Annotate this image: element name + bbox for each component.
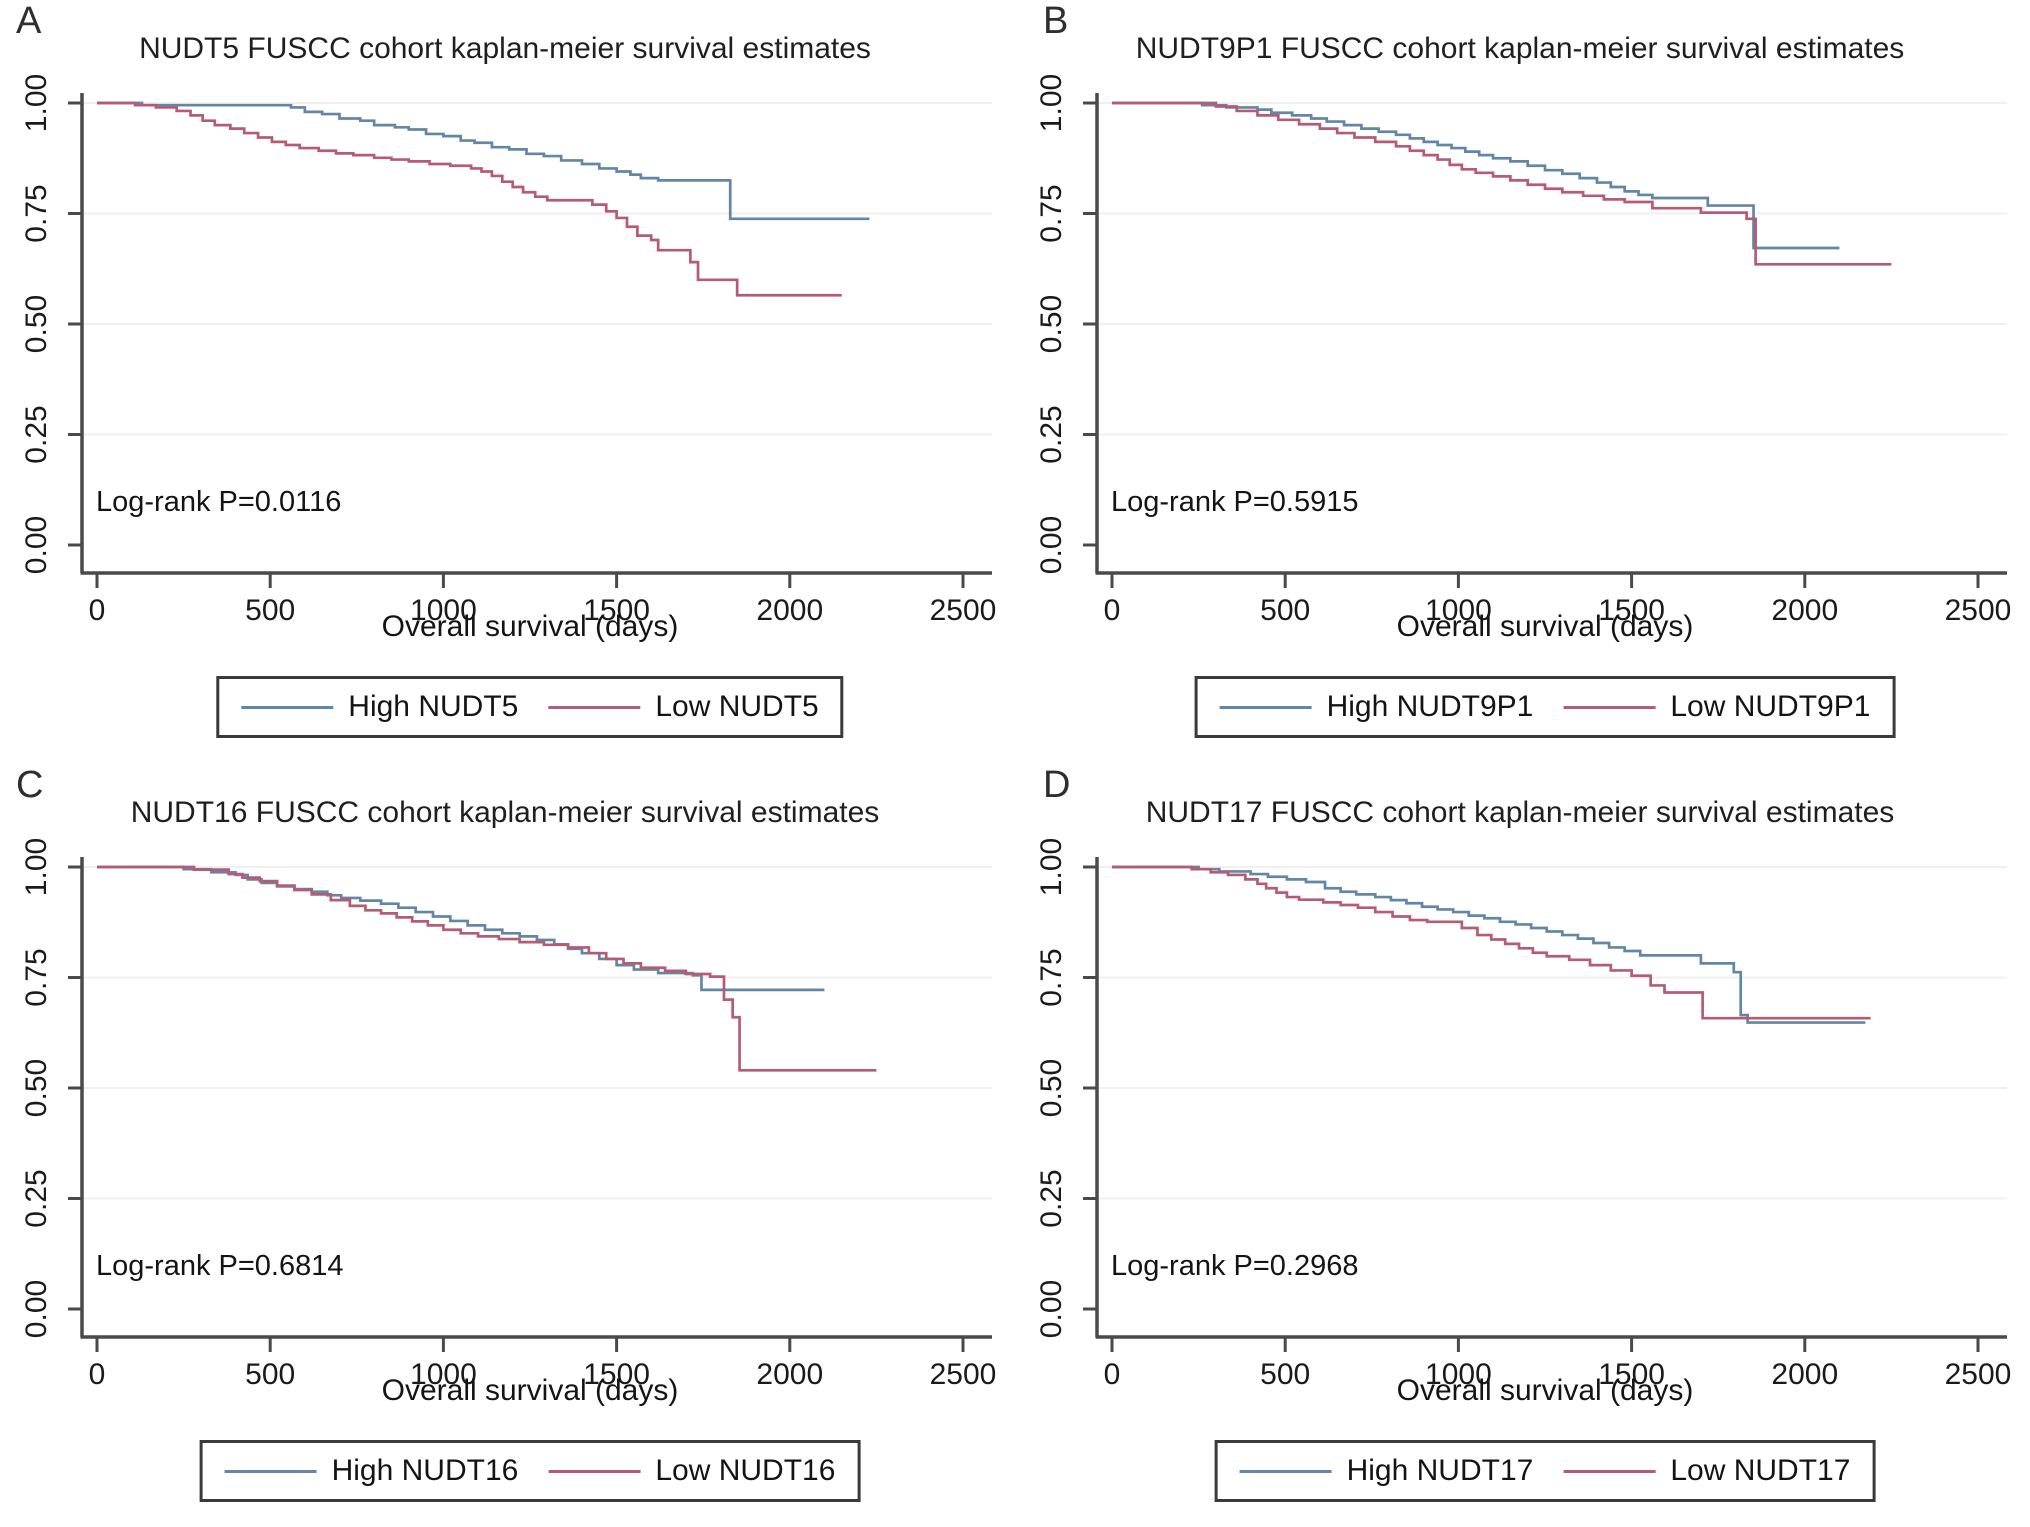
logrank-pvalue: Log-rank P=0.2968: [1111, 1250, 1359, 1282]
legend-label-low: Low NUDT5: [655, 690, 819, 723]
km-curve-high-nudt5: [97, 101, 870, 221]
legend-label-high: High NUDT16: [331, 1454, 519, 1487]
km-curve-low-nudt16: [97, 865, 877, 1072]
x-axis-label: Overall survival (days): [381, 1374, 679, 1407]
x-tick-label: 2000: [1771, 594, 1838, 627]
legend-box: High NUDT17 Low NUDT17: [1214, 1440, 1876, 1502]
x-tick-label: 2500: [930, 594, 997, 627]
x-tick-label: 1000: [410, 594, 477, 627]
x-tick-label: 2000: [756, 1358, 823, 1391]
km-plot: 0.00 0.25 0.50 0.75 1.00 0 500 1000 1500 2000 2500: [20, 838, 997, 1391]
x-tick-label: 1500: [1598, 594, 1665, 627]
x-tick-label: 0: [89, 594, 106, 627]
panel-b: B NUDT9P1 FUSCC cohort kaplan-meier surv…: [1015, 0, 2030, 763]
x-tick-label: 1500: [583, 1358, 650, 1391]
panel-title: NUDT5 FUSCC cohort kaplan-meier survival…: [139, 32, 871, 65]
x-tick-label: 500: [245, 594, 295, 627]
legend-label-high: High NUDT17: [1346, 1454, 1534, 1487]
km-curve-low-nudt5: [97, 101, 842, 297]
panel-title: NUDT9P1 FUSCC cohort kaplan-meier surviv…: [1135, 32, 1905, 65]
x-tick-label: 0: [89, 1358, 106, 1391]
x-tick-label: 2500: [1945, 594, 2012, 627]
km-curve-high-nudt17: [1112, 865, 1866, 1024]
legend-line-low: [1563, 705, 1656, 709]
y-tick-label: 0.25: [20, 405, 53, 463]
x-tick-label: 1500: [1598, 1358, 1665, 1391]
km-curve-low-nudt17: [1112, 865, 1871, 1020]
x-axis-label: Overall survival (days): [381, 610, 679, 643]
y-tick-label: 0.25: [1035, 1169, 1068, 1227]
panel-title: NUDT16 FUSCC cohort kaplan-meier surviva…: [130, 796, 880, 829]
x-tick-label: 500: [245, 1358, 295, 1391]
legend-line-high: [224, 1469, 317, 1473]
x-tick-label: 1000: [1425, 594, 1492, 627]
legend-line-high: [1239, 1469, 1332, 1473]
y-tick-label: 0.00: [1035, 516, 1068, 574]
logrank-pvalue: Log-rank P=0.6814: [96, 1250, 344, 1282]
panel-a: A NUDT5 FUSCC cohort kaplan-meier surviv…: [0, 0, 1015, 763]
y-tick-label: 0.00: [1035, 1280, 1068, 1338]
panel-letter: D: [1043, 764, 1071, 806]
panel-title: NUDT17 FUSCC cohort kaplan-meier surviva…: [1145, 796, 1895, 829]
x-tick-label: 1000: [410, 1358, 477, 1391]
x-tick-label: 1500: [583, 594, 650, 627]
logrank-pvalue: Log-rank P=0.5915: [1111, 486, 1359, 518]
x-tick-label: 0: [1104, 1358, 1121, 1391]
y-tick-label: 1.00: [1035, 838, 1068, 896]
y-tick-label: 0.50: [20, 295, 53, 353]
legend-label-low: Low NUDT9P1: [1670, 690, 1871, 723]
legend-line-high: [241, 705, 334, 709]
legend-label-low: Low NUDT16: [655, 1454, 836, 1487]
x-tick-label: 2500: [1945, 1358, 2012, 1391]
x-axis-label: Overall survival (days): [1396, 610, 1694, 643]
legend-box: High NUDT5 Low NUDT5: [216, 676, 844, 738]
y-tick-label: 0.75: [20, 184, 53, 242]
km-curve-low-nudt9p1: [1112, 101, 1892, 266]
logrank-pvalue: Log-rank P=0.0116: [96, 486, 342, 518]
km-plot: 0.00 0.25 0.50 0.75 1.00 0 500 1000 1500 2000 2500: [1035, 838, 2012, 1391]
y-tick-label: 0.50: [1035, 1059, 1068, 1117]
y-tick-label: 1.00: [20, 838, 53, 896]
y-tick-label: 0.00: [20, 1280, 53, 1338]
x-tick-label: 1000: [1425, 1358, 1492, 1391]
panel-letter: C: [16, 764, 44, 806]
x-tick-label: 2500: [930, 1358, 997, 1391]
km-curve-high-nudt9p1: [1112, 101, 1840, 250]
x-tick-label: 2000: [756, 594, 823, 627]
x-tick-label: 500: [1260, 594, 1310, 627]
legend-label-high: High NUDT5: [348, 690, 519, 723]
y-tick-label: 0.25: [1035, 405, 1068, 463]
x-tick-label: 2000: [1771, 1358, 1838, 1391]
legend-box: High NUDT9P1 Low NUDT9P1: [1194, 676, 1896, 738]
km-plot: 0.00 0.25 0.50 0.75 1.00 0 500 1000 1500 2000 2500: [20, 74, 997, 627]
x-axis-label: Overall survival (days): [1396, 1374, 1694, 1407]
y-tick-label: 0.75: [1035, 948, 1068, 1006]
y-tick-label: 0.00: [20, 516, 53, 574]
legend-label-high: High NUDT9P1: [1326, 690, 1534, 723]
y-tick-label: 0.25: [20, 1169, 53, 1227]
y-tick-label: 0.50: [20, 1059, 53, 1117]
legend-line-high: [1219, 705, 1312, 709]
panel-c: C NUDT16 FUSCC cohort kaplan-meier survi…: [0, 764, 1015, 1527]
y-tick-label: 1.00: [20, 74, 53, 132]
km-plot: 0.00 0.25 0.50 0.75 1.00 0 500 1000 1500 2000 2500: [1035, 74, 2012, 627]
legend-label-low: Low NUDT17: [1670, 1454, 1851, 1487]
legend-line-low: [1563, 1469, 1656, 1473]
x-tick-label: 0: [1104, 594, 1121, 627]
y-tick-label: 0.75: [20, 948, 53, 1006]
y-tick-label: 0.75: [1035, 184, 1068, 242]
panel-letter: A: [16, 0, 42, 42]
legend-box: High NUDT16 Low NUDT16: [199, 1440, 861, 1502]
x-tick-label: 500: [1260, 1358, 1310, 1391]
legend-line-low: [548, 1469, 641, 1473]
y-tick-label: 1.00: [1035, 74, 1068, 132]
y-tick-label: 0.50: [1035, 295, 1068, 353]
panel-d: D NUDT17 FUSCC cohort kaplan-meier survi…: [1015, 764, 2030, 1527]
panel-letter: B: [1043, 0, 1069, 42]
legend-line-low: [548, 705, 641, 709]
